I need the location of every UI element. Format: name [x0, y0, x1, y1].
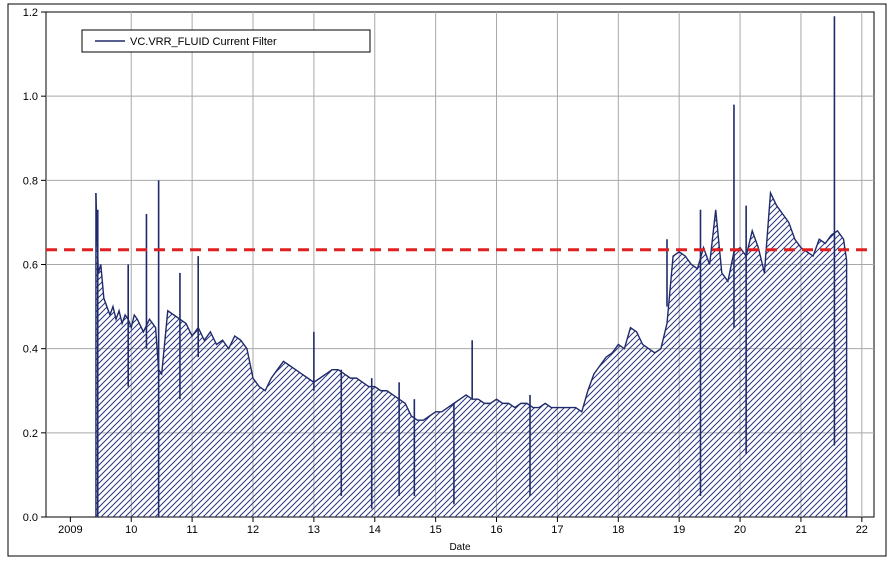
y-tick-label: 0.4: [23, 344, 38, 356]
series-area: [95, 192, 847, 518]
x-tick-label: 14: [369, 524, 381, 536]
y-tick-label: 1.2: [23, 7, 38, 19]
y-tick-label: 1.0: [23, 91, 38, 103]
x-tick-label: 20: [734, 524, 746, 536]
outer-frame: [7, 3, 887, 557]
x-tick-label: 13: [308, 524, 320, 536]
y-tick-label: 0.0: [23, 512, 38, 524]
x-tick-label: 16: [490, 524, 502, 536]
plot-area: [46, 16, 874, 518]
x-axis-label: Date: [449, 542, 471, 553]
x-tick-label: 11: [186, 524, 197, 536]
y-tick-label: 0.8: [23, 175, 38, 187]
x-tick-label: 19: [673, 524, 685, 536]
y-tick-label: 0.2: [23, 428, 38, 440]
x-tick-label: 22: [856, 524, 868, 536]
x-tick-label: 10: [125, 524, 137, 536]
series-line: [95, 190, 848, 421]
x-tick-label: 21: [795, 524, 807, 536]
y-tick-label: 0.6: [23, 260, 38, 272]
x-tick-label: 2009: [58, 524, 82, 536]
x-tick-label: 15: [430, 524, 442, 536]
x-tick-label: 12: [247, 524, 259, 536]
legend: VC.VRR_FLUID Current Filter: [81, 29, 371, 53]
x-tick-label: 17: [551, 524, 563, 536]
x-tick-label: 18: [612, 524, 624, 536]
legend-label: VC.VRR_FLUID Current Filter: [130, 36, 277, 48]
legend-box: [81, 29, 371, 53]
axes: 2009 10 11 12 13 14 15 16 17 18 19 20 21 22 0.0 0.2 0.4 0…: [23, 7, 868, 536]
